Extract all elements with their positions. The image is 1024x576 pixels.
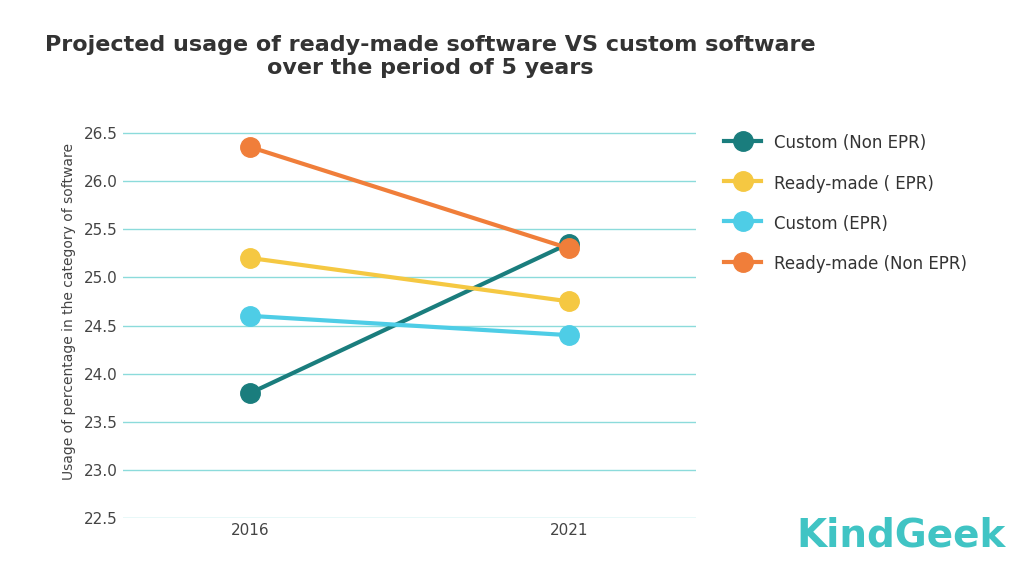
Legend: Custom (Non EPR), Ready-made ( EPR), Custom (EPR), Ready-made (Non EPR): Custom (Non EPR), Ready-made ( EPR), Cus… bbox=[716, 124, 976, 282]
Text: KindGeek: KindGeek bbox=[797, 517, 1006, 555]
Text: Projected usage of ready-made software VS custom software
over the period of 5 y: Projected usage of ready-made software V… bbox=[45, 35, 815, 78]
Y-axis label: Usage of percentage in the category of software: Usage of percentage in the category of s… bbox=[61, 142, 76, 480]
